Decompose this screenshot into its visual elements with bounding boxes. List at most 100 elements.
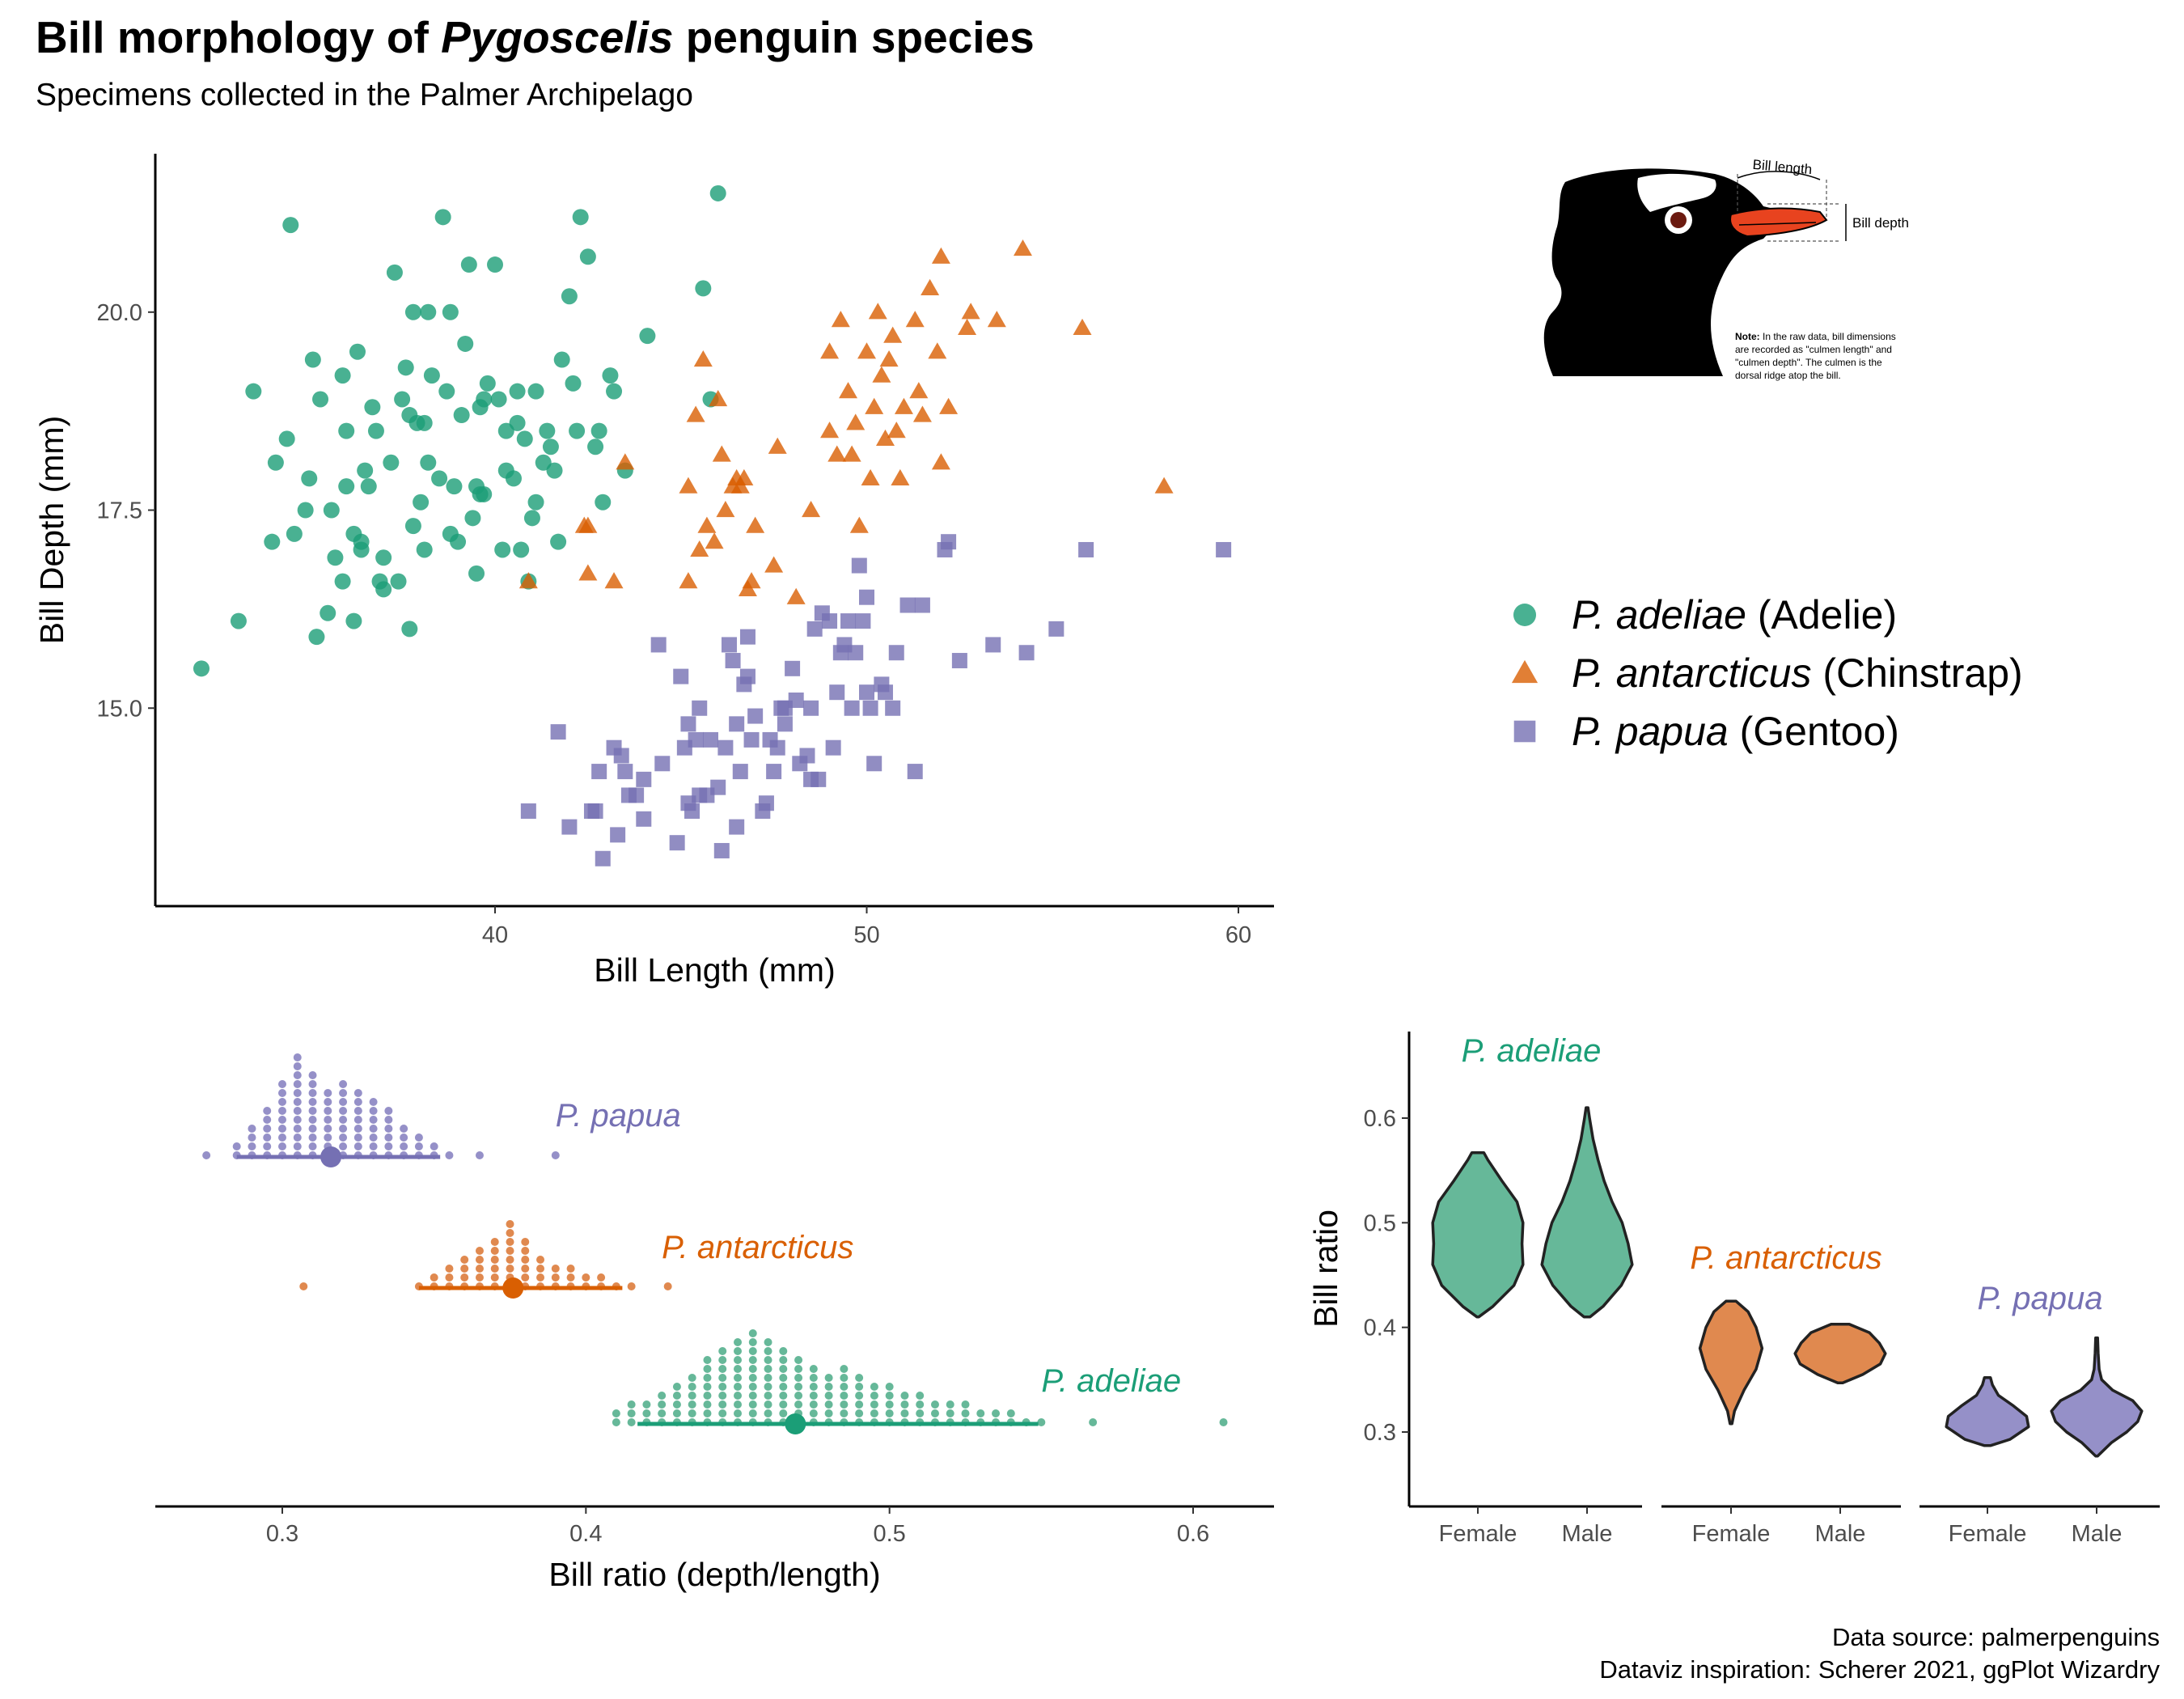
gentoo-point [785,660,801,676]
adelie-dot [627,1400,636,1409]
adelie-point [527,383,544,400]
gentoo-dot [263,1125,272,1133]
gentoo-dot [324,1125,332,1133]
adelie-point [438,383,455,400]
adelie-dot [840,1409,849,1417]
gentoo-dot [308,1080,317,1088]
gentoo-point [877,684,893,701]
legend-key-adelie [1513,604,1536,626]
adelie-point [497,422,514,439]
adelie-point [639,328,656,345]
chinstrap-point [865,397,884,414]
adelie-point [423,367,440,384]
adelie-dot [734,1409,742,1417]
adelie-dot [734,1392,742,1400]
gentoo-point [617,764,633,780]
scatter-y-tick-label: 15.0 [97,696,142,722]
adelie-dot [688,1400,696,1409]
gentoo-point [654,756,671,772]
gentoo-point [743,731,760,748]
adelie-dot [885,1392,894,1400]
adelie-dot [642,1409,651,1417]
adelie-dot [748,1400,757,1409]
gentoo-dot [339,1098,348,1106]
adelie-point [413,494,430,511]
adelie-point [308,629,325,646]
chinstrap-point [931,453,950,470]
illustration-note-line: are recorded as "culmen length" and [1735,344,1892,355]
chinstrap-dot [521,1238,530,1246]
gentoo-point [550,724,566,740]
gentoo-dot [324,1089,332,1097]
adelie-dot [916,1392,925,1400]
gentoo-point [806,621,823,637]
adelie-dot [703,1409,712,1417]
chinstrap-point [831,311,850,328]
adelie-point [338,422,355,439]
adelie-dot [718,1374,727,1382]
adelie-point [282,217,299,234]
chinstrap-dot [445,1273,454,1282]
adelie-dot [855,1374,864,1382]
bill-depth-label: Bill depth [1852,215,1909,231]
gentoo-dot [263,1142,272,1150]
gentoo-dot [278,1142,286,1150]
chinstrap-dot [490,1247,499,1255]
scatter-x-axis-label: Bill Length (mm) [594,951,835,989]
adelie-point [460,256,477,273]
adelie-point [446,478,463,495]
page-title: Bill morphology of Pygoscelis penguin sp… [36,11,1035,63]
chinstrap-point [987,311,1006,328]
adelie-dot [748,1365,757,1373]
adelie-median [785,1413,806,1434]
gentoo-point [851,557,867,574]
gentoo-point [692,700,708,716]
gentoo-dot [430,1142,438,1150]
chinstrap-dot [566,1273,575,1282]
chinstrap-dot [490,1273,499,1282]
adelie-point [431,470,448,487]
gentoo-violin-male [2050,1336,2144,1458]
gentoo-point [840,613,857,629]
violin-y-axis-label: Bill ratio [1307,1210,1344,1328]
chinstrap-violin-male [1793,1323,1887,1384]
adelie-dot [612,1409,620,1417]
chinstrap-point [887,422,906,439]
chinstrap-point [931,247,950,264]
scatter-x-tick-label: 50 [853,922,879,948]
adelie-dot [809,1374,818,1382]
chinstrap-dot [551,1265,560,1273]
adelie-dot [764,1392,772,1400]
scatter-y-tick-label: 20.0 [97,300,142,326]
adelie-dot [764,1374,772,1382]
adelie-dot [688,1392,696,1400]
gentoo-point [636,811,652,827]
gentoo-dot [293,1133,302,1142]
adelie-dot [885,1383,894,1391]
chinstrap-dot [506,1247,514,1255]
gentoo-dot [293,1125,302,1133]
adelie-dot [764,1365,772,1373]
gentoo-point [888,645,904,661]
gentoo-point [866,756,882,772]
adelie-dot [672,1392,681,1400]
chinstrap-dot [460,1256,469,1264]
adelie-point [267,454,284,471]
gentoo-point [684,803,700,820]
gentoo-dot [232,1142,241,1150]
chinstrap-point [1154,477,1174,494]
violin-y-tick-label: 0.3 [1364,1420,1396,1446]
gentoo-dot [369,1098,378,1106]
gentoo-dot [293,1062,302,1070]
adelie-dot [976,1409,985,1417]
chinstrap-point [578,564,598,581]
dotplot-x-tick-label: 0.6 [1177,1521,1209,1547]
chinstrap-dot [475,1247,484,1255]
adelie-dot [961,1409,970,1417]
adelie-dot [642,1400,651,1409]
adelie-point [494,541,511,558]
adelie-dot [718,1347,727,1355]
gentoo-point [885,700,901,716]
adelie-point [383,454,400,471]
chinstrap-point [857,342,876,359]
